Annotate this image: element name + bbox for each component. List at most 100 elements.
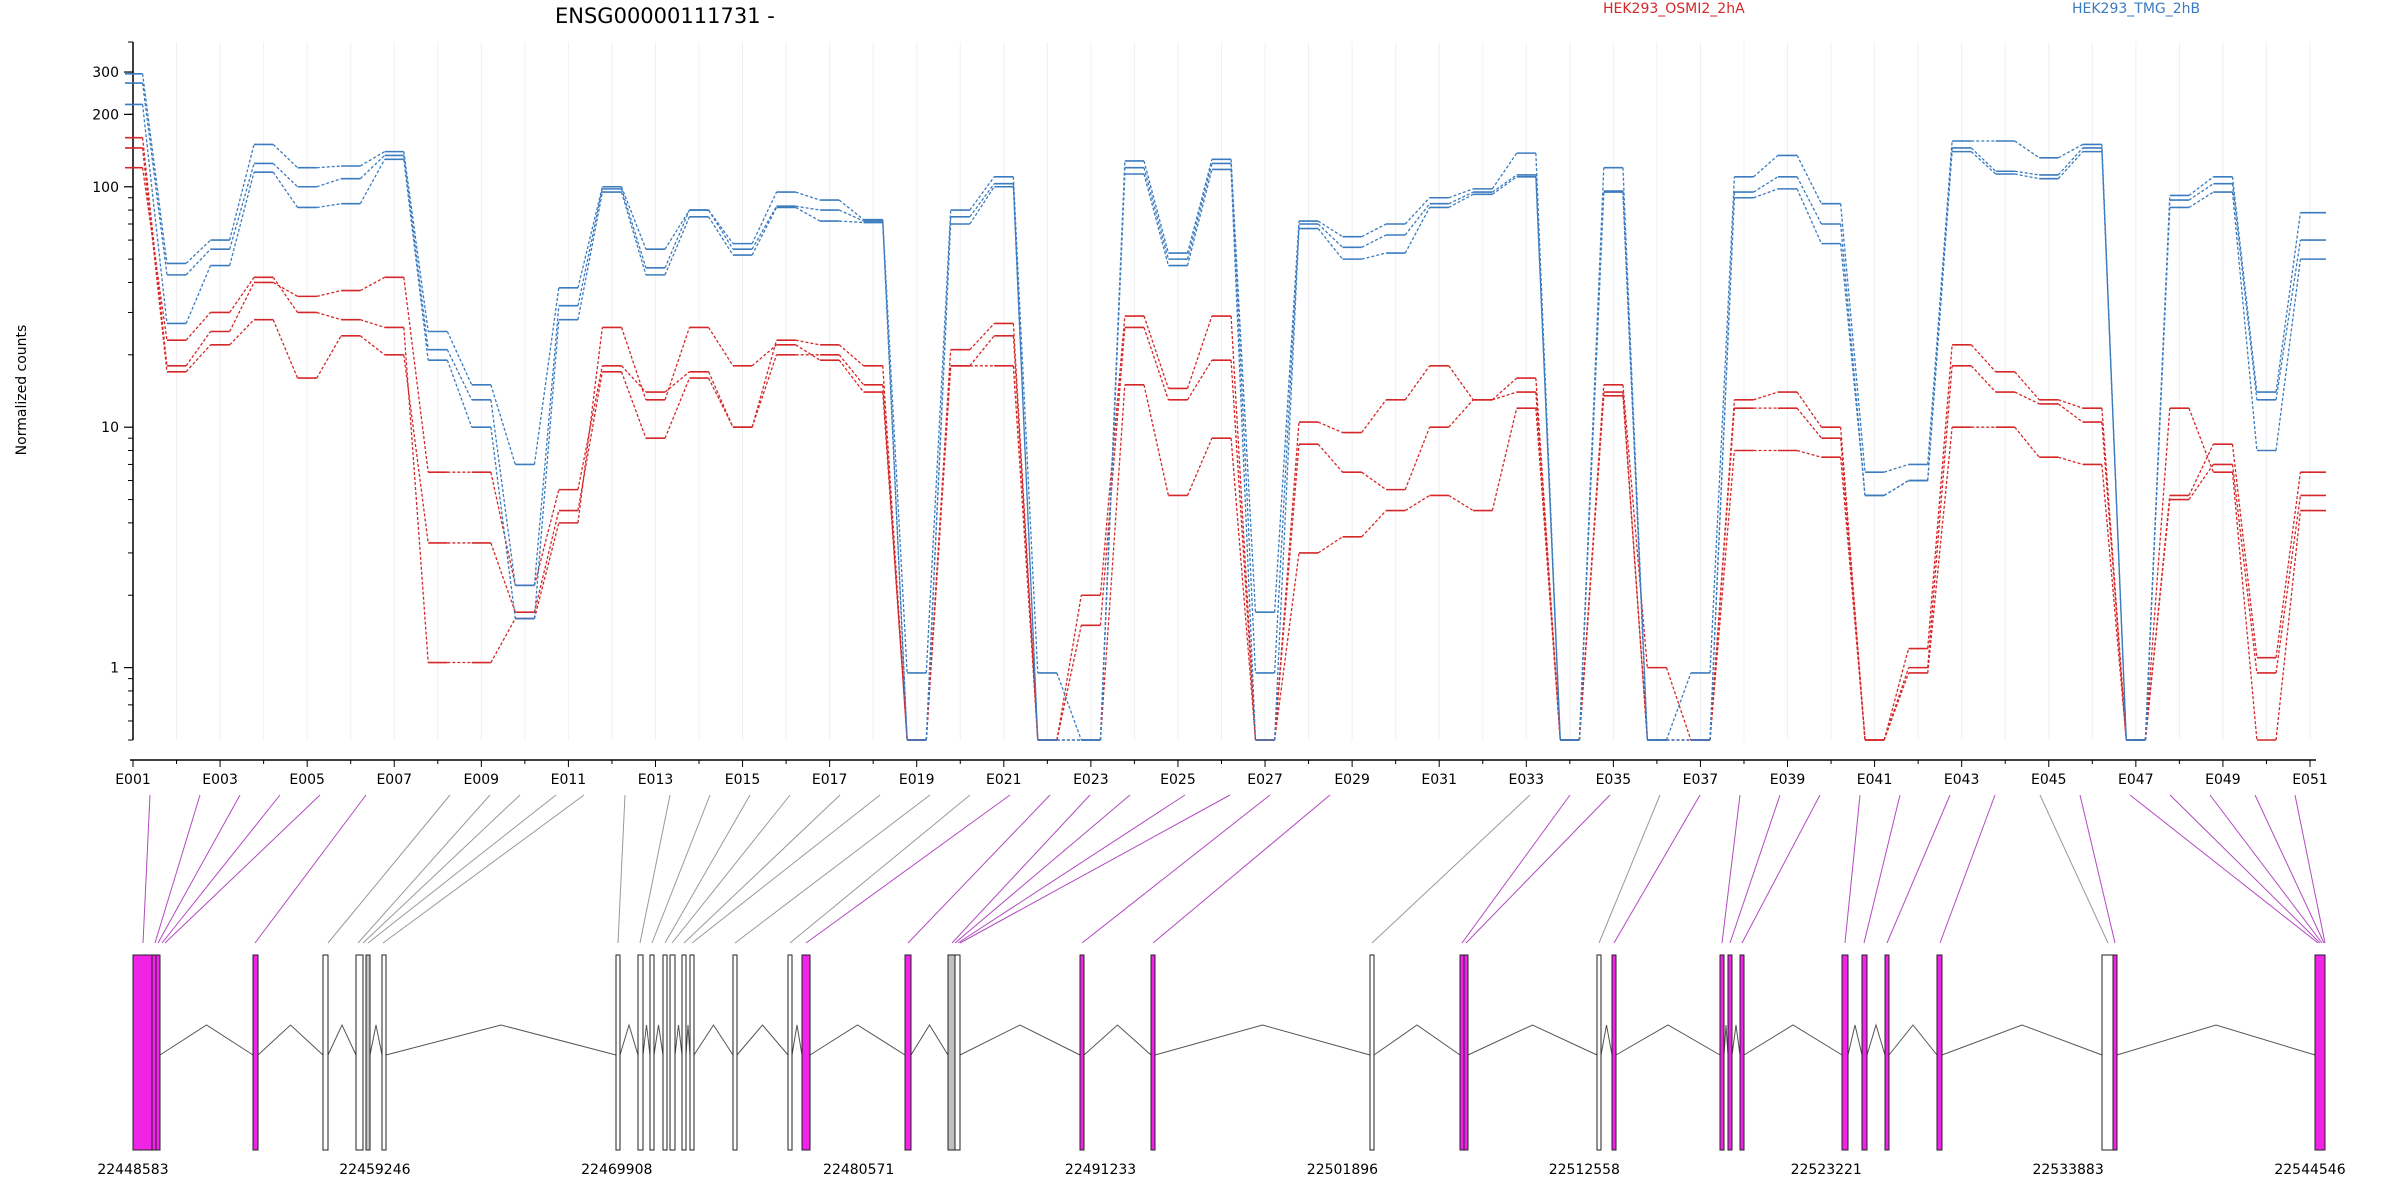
coordinate-label: 22448583: [97, 1162, 168, 1178]
chart-title: ENSG00000111731 -: [555, 4, 775, 28]
series-segment: [577, 327, 604, 523]
x-tick-label: E019: [899, 772, 935, 788]
series-segment: [2144, 408, 2171, 741]
exon-block: [649, 954, 655, 1151]
series-segment: [2188, 176, 2214, 196]
series-segment: [533, 319, 560, 619]
series-segment: [2231, 183, 2258, 400]
series-segment: [533, 305, 560, 586]
series-segment: [1099, 384, 1126, 741]
series-segment: [2014, 170, 2040, 176]
series-segment: [751, 354, 778, 428]
series-segment: [1143, 327, 1169, 401]
exon-connector: [951, 794, 1091, 944]
series-segment: [1361, 223, 1387, 238]
series-segment: [1012, 176, 1039, 674]
series-segment: [1404, 203, 1431, 236]
series-segment: [795, 339, 821, 346]
series-segment: [577, 186, 603, 288]
series-segment: [2014, 140, 2040, 159]
series-segment: [2275, 259, 2302, 451]
series-segment: [316, 335, 342, 379]
series-segment: [490, 542, 516, 613]
intron: [1941, 1024, 2103, 1056]
series-segment: [664, 209, 691, 269]
exon-block: [252, 954, 259, 1151]
series-segment: [1883, 479, 1909, 497]
series-segment: [1448, 191, 1474, 205]
intron: [685, 1024, 691, 1056]
series-segment: [2275, 239, 2302, 400]
series-segment: [1448, 399, 1474, 428]
series-segment: [403, 155, 429, 350]
coordinate-label: 22512558: [1549, 1162, 1620, 1178]
series-segment: [664, 216, 691, 276]
series-segment: [1273, 552, 1300, 741]
x-tick-label: E031: [1421, 772, 1457, 788]
exon-connector: [164, 794, 321, 944]
exon-block: [381, 954, 387, 1151]
series-segment: [1709, 176, 1736, 674]
exon-connector: [157, 794, 241, 944]
x-tick-label: E011: [551, 772, 587, 788]
series-segment: [1404, 426, 1431, 490]
series-segment: [1143, 173, 1170, 266]
exon-connector: [1465, 794, 1611, 944]
series-segment: [1883, 672, 1910, 741]
exon-connector: [789, 794, 971, 944]
series-HEK293_TMG_2hB: [125, 103, 2326, 741]
series-segment: [1317, 536, 1343, 554]
intron: [1467, 1024, 1598, 1056]
exon-block: [132, 954, 153, 1151]
series-segment: [1012, 186, 1039, 741]
x-tick-label: E039: [1770, 772, 1806, 788]
exon-block: [1369, 954, 1375, 1151]
series-segment: [2101, 464, 2127, 741]
series-segment: [1317, 443, 1344, 473]
series-HEK293_TMG_2hB: [125, 82, 2326, 741]
series-segment: [1012, 183, 1039, 741]
exon-connectors: [142, 794, 2326, 944]
x-tick-label: E007: [376, 772, 412, 788]
x-tick-label: E013: [638, 772, 674, 788]
intron: [910, 1024, 949, 1056]
exon-connector: [161, 794, 281, 944]
series-segment: [1230, 438, 1257, 741]
series-segment: [229, 171, 255, 266]
series-segment: [2231, 444, 2258, 658]
intron: [159, 1024, 254, 1056]
series-segment: [229, 276, 255, 313]
x-tick-label: E051: [2292, 772, 2328, 788]
series-segment: [839, 220, 864, 224]
series-segment: [533, 522, 560, 619]
series-segment: [2101, 151, 2127, 741]
series-segment: [664, 377, 691, 439]
series-segment: [1709, 450, 1736, 741]
x-tick-label: E033: [1508, 772, 1544, 788]
series-segment: [577, 188, 603, 306]
series-segment: [316, 203, 342, 209]
series-segment: [229, 144, 255, 241]
x-tick-label: E047: [2118, 772, 2154, 788]
series-segment: [141, 73, 168, 264]
coordinate-label: 22501896: [1307, 1162, 1378, 1178]
series-segment: [272, 319, 299, 379]
series-segment: [1273, 444, 1300, 741]
exon-connector: [671, 794, 791, 944]
x-tick-label: E027: [1247, 772, 1283, 788]
exon-connector: [1598, 794, 1661, 944]
series-segment: [1839, 203, 1866, 473]
series-segment: [708, 371, 734, 428]
series-segment: [1578, 192, 1605, 741]
series-segment: [1622, 384, 1648, 668]
exon-connector: [154, 794, 201, 944]
series-segment: [1361, 510, 1387, 538]
exon-block: [1463, 954, 1469, 1151]
legend-entry-tmg: HEK293_TMG_2hB: [2072, 1, 2200, 17]
exon-connector: [1152, 794, 1331, 944]
series-segment: [403, 159, 429, 361]
exon-connector: [357, 794, 491, 944]
x-tick-label: E041: [1857, 772, 1893, 788]
exon-connector: [2169, 794, 2321, 944]
x-tick-label: E015: [725, 772, 761, 788]
